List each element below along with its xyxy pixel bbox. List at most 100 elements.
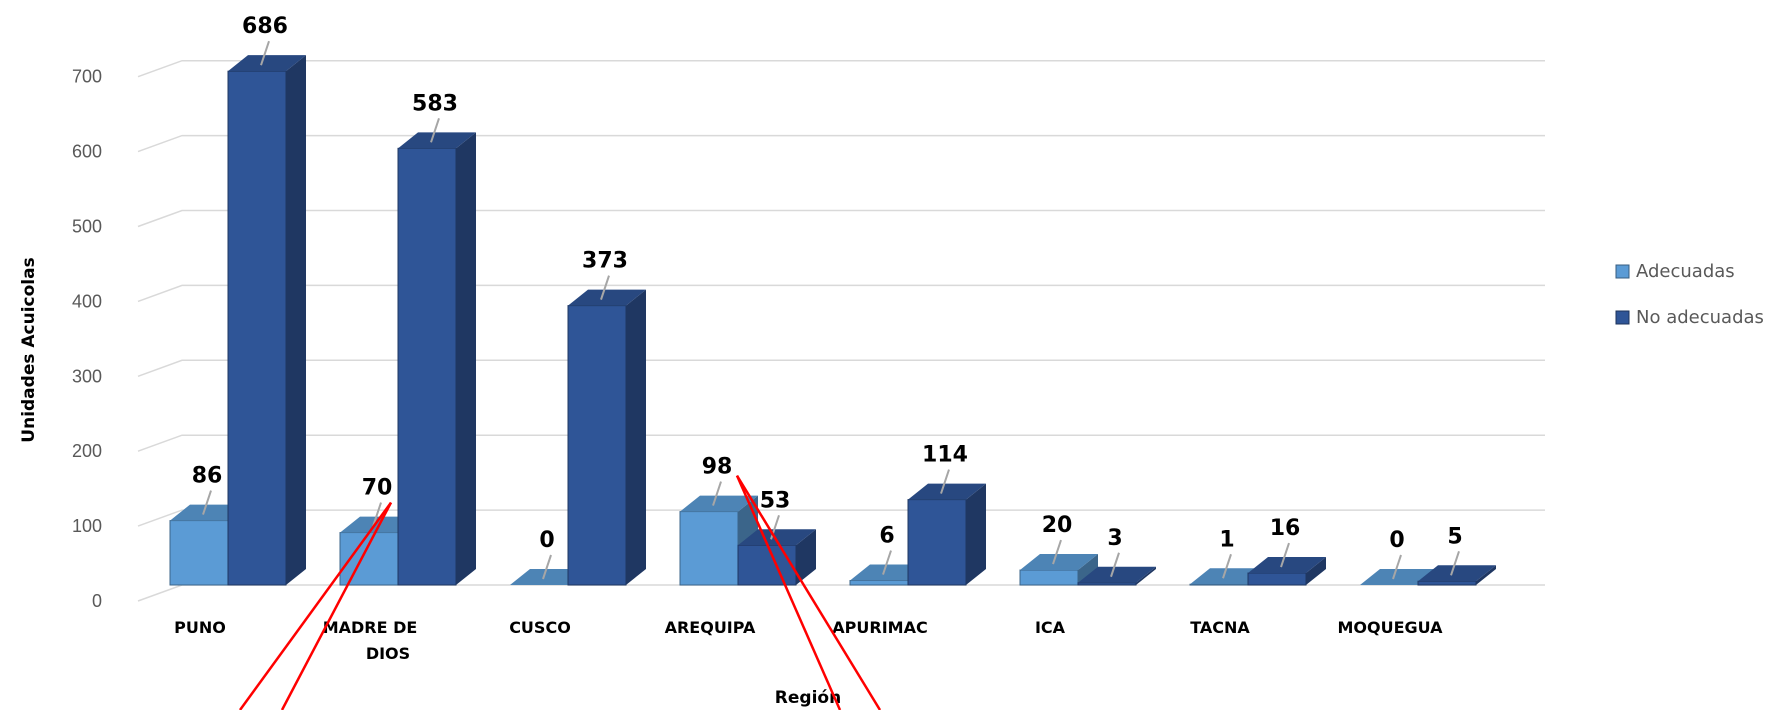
y-tick-label: 300 [72,366,102,386]
bar-front [227,70,287,586]
data-label: 5 [1447,524,1462,549]
gridline [137,59,1545,78]
bar-top [228,55,306,72]
data-label-leader [1110,552,1120,578]
bar-front [1019,569,1079,586]
annotation-line [238,501,393,710]
data-label: 583 [412,91,458,116]
bar-front [169,520,229,586]
bar-front [679,511,739,586]
bar-no-adecuadas-2 [567,289,646,586]
bar-side [286,55,306,586]
data-label: 0 [1389,528,1404,553]
gridline [137,209,1545,228]
data-label: 70 [362,476,393,501]
annotation-line [735,474,882,710]
bar-no-adecuadas-3 [737,529,816,586]
y-tick-label: 500 [72,217,102,237]
bar-front [1077,582,1137,586]
data-label-leader [372,502,382,527]
category-label: TACNA [1190,618,1250,637]
bar-no-adecuadas-5 [1077,566,1156,586]
data-label: 86 [192,464,223,489]
bar-side [1306,557,1326,585]
gridline [137,509,1545,527]
bar-front [567,305,627,586]
bar-front [397,147,457,586]
bar-top [1418,565,1496,582]
bar-front [849,580,909,586]
bar-side [1476,565,1496,585]
annotation-line [280,501,393,710]
bar-top [680,495,758,512]
legend-label: No adecuadas [1636,307,1764,328]
category-label: CUSCO [509,618,571,637]
data-labels: 86 686 70 583 0 373 98 53 6 114 20 3 1 16 0 5 [192,14,1463,580]
data-label-leader [260,40,270,66]
bar-top [568,289,646,306]
x-axis-title: Región [775,688,841,708]
category-label: MOQUEGUA [1337,618,1443,637]
bar-adecuadas-5 [1019,554,1098,586]
gridlines [137,59,1545,602]
category-label: MADRE DE DIOS [323,618,418,663]
gridline [137,284,1545,303]
bar-side [626,289,646,585]
data-label-leader [1052,539,1062,565]
bar-no-adecuadas-4 [907,483,986,586]
bar-no-adecuadas-6 [1247,557,1326,586]
bar-no-adecuadas-7 [1417,565,1496,586]
data-label-leader [882,550,892,575]
gridline [137,584,1545,602]
data-label: 1 [1219,527,1234,552]
data-label: 3 [1107,526,1122,551]
y-tick-label: 200 [72,441,102,461]
bar-front [907,499,967,586]
legend-swatch [1615,310,1630,325]
data-label: 53 [760,488,791,513]
y-tick-label: 400 [72,291,102,311]
category-label: AREQUIPA [665,618,756,637]
category-labels: PUNO MADRE DE DIOS CUSCO AREQUIPA APURIMAC ICA… [174,618,1443,663]
bar-top [908,483,986,500]
bar-side [456,132,476,585]
bar-top [738,529,816,546]
bar-no-adecuadas-0 [227,55,306,586]
y-axis-ticks: 0 100 200 300 400 500 600 700 [72,67,102,611]
data-label-leader [712,481,722,506]
bar-top [1078,566,1156,583]
legend-swatch [1615,264,1630,279]
y-tick-label: 100 [72,516,102,536]
data-label-leader [202,490,212,515]
gridline [137,134,1545,153]
bar-side [796,529,816,585]
data-label-leader [1280,542,1290,568]
gridline [137,359,1545,378]
category-label: APURIMAC [832,618,927,637]
category-label: ICA [1035,618,1066,637]
data-label-leader [1392,554,1402,580]
bar-front [737,544,797,586]
data-label: 373 [582,249,628,274]
y-tick-label: 0 [92,591,102,611]
bar-top [1020,554,1098,571]
data-label-leader [430,118,440,143]
data-label-leader [1450,550,1460,576]
bar-no-adecuadas-1 [397,132,476,586]
y-axis-title: Unidades Acuicolas [19,257,39,442]
category-label: PUNO [174,618,226,637]
red-annotation-lines [238,474,882,710]
bar-side [1078,554,1098,585]
legend: Adecuadas No adecuadas [1615,261,1764,328]
bar-side [1136,566,1156,585]
y-tick-label: 700 [72,67,102,87]
bars [169,55,1496,586]
bar-top [398,132,476,149]
data-label: 20 [1042,513,1073,538]
data-label-leader [1222,553,1232,579]
bar-front [1417,580,1477,586]
y-tick-label: 600 [72,142,102,162]
bar-front [1189,583,1249,586]
data-label: 16 [1270,516,1301,541]
